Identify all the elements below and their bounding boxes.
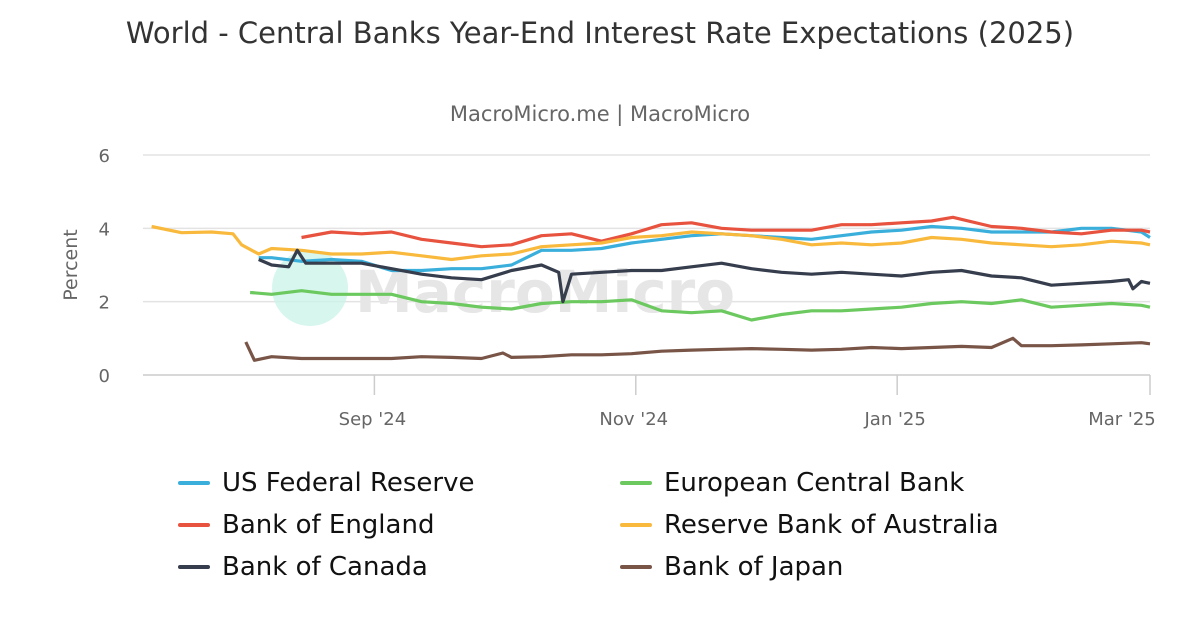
x-tick-label: Nov '24 (599, 409, 668, 430)
series-line-bank-of-england (301, 215, 1151, 249)
legend-label: European Central Bank (664, 468, 965, 498)
legend-swatch (178, 565, 210, 569)
x-tick-label: Sep '24 (339, 409, 407, 430)
legend-item[interactable]: Reserve Bank of Australia (620, 510, 999, 540)
legend-label: Reserve Bank of Australia (664, 510, 999, 540)
legend-item[interactable]: Bank of Canada (178, 552, 428, 582)
series-line-bank-of-japan (244, 336, 1151, 362)
x-tick-label: Jan '25 (864, 409, 926, 430)
series-line-reserve-bank-of-australia (151, 224, 1151, 262)
y-tick-label: 0 (99, 366, 110, 387)
legend-swatch (620, 523, 652, 527)
legend-item[interactable]: Bank of Japan (620, 552, 843, 582)
y-tick-label: 4 (99, 219, 110, 240)
legend-swatch (178, 523, 210, 527)
legend-label: US Federal Reserve (222, 468, 475, 498)
series-line-bank-of-canada (258, 248, 1151, 304)
legend-label: Bank of England (222, 510, 435, 540)
series-line-european-central-bank (249, 289, 1151, 322)
x-tick-label: Mar '25 (1088, 409, 1156, 430)
legend-item[interactable]: US Federal Reserve (178, 468, 474, 498)
legend-swatch (620, 565, 652, 569)
chart-title: World - Central Banks Year-End Interest … (125, 16, 1075, 50)
chart-subtitle: MacroMicro.me | MacroMicro (449, 102, 751, 126)
legend-label: Bank of Japan (664, 552, 844, 582)
legend-item[interactable]: Bank of England (178, 510, 434, 540)
legend-label: Bank of Canada (222, 552, 428, 582)
y-tick-label: 6 (99, 146, 110, 167)
legend-swatch (620, 481, 652, 485)
legend-swatch (178, 481, 210, 485)
legend-item[interactable]: European Central Bank (620, 468, 964, 498)
y-tick-label: 2 (99, 293, 110, 314)
y-axis-label: Percent (60, 229, 82, 301)
